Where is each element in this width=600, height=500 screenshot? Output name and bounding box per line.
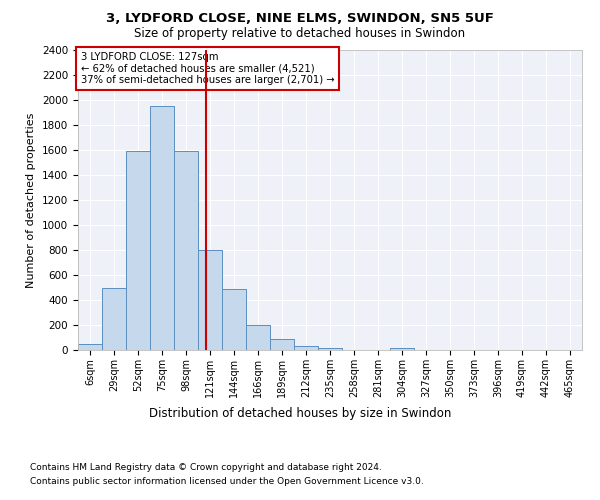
Text: Contains public sector information licensed under the Open Government Licence v3: Contains public sector information licen… <box>30 478 424 486</box>
Bar <box>174 151 198 350</box>
Bar <box>150 106 174 350</box>
Text: 3 LYDFORD CLOSE: 127sqm
← 62% of detached houses are smaller (4,521)
37% of semi: 3 LYDFORD CLOSE: 127sqm ← 62% of detache… <box>80 52 334 84</box>
Y-axis label: Number of detached properties: Number of detached properties <box>26 112 37 288</box>
Bar <box>246 325 270 350</box>
Bar <box>126 151 150 350</box>
Bar <box>318 348 342 350</box>
Text: 3, LYDFORD CLOSE, NINE ELMS, SWINDON, SN5 5UF: 3, LYDFORD CLOSE, NINE ELMS, SWINDON, SN… <box>106 12 494 26</box>
Bar <box>390 348 414 350</box>
Bar <box>102 288 126 350</box>
Bar <box>78 344 102 350</box>
Bar <box>198 250 222 350</box>
Bar <box>222 289 246 350</box>
Text: Size of property relative to detached houses in Swindon: Size of property relative to detached ho… <box>134 28 466 40</box>
Text: Contains HM Land Registry data © Crown copyright and database right 2024.: Contains HM Land Registry data © Crown c… <box>30 462 382 471</box>
Bar <box>270 339 294 350</box>
Bar <box>294 346 318 350</box>
Text: Distribution of detached houses by size in Swindon: Distribution of detached houses by size … <box>149 408 451 420</box>
